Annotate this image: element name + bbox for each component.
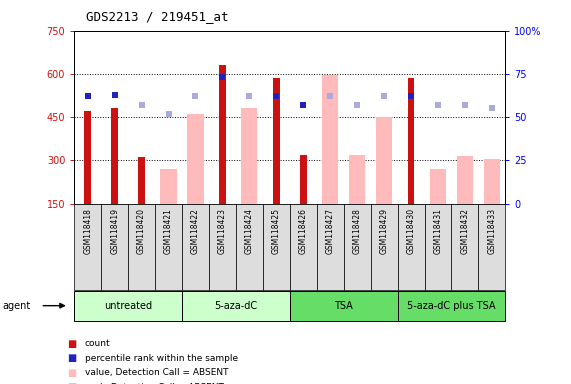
Bar bbox=[484, 159, 500, 204]
Bar bbox=[187, 114, 203, 204]
Point bbox=[83, 93, 93, 99]
Bar bbox=[128, 204, 155, 290]
Text: 5-aza-dC: 5-aza-dC bbox=[214, 301, 258, 311]
Point bbox=[191, 93, 200, 99]
Text: ■: ■ bbox=[67, 339, 77, 349]
Bar bbox=[349, 155, 365, 204]
Point bbox=[137, 102, 146, 108]
Bar bbox=[397, 204, 424, 290]
Point bbox=[299, 102, 308, 108]
Bar bbox=[344, 204, 371, 290]
Point bbox=[487, 106, 496, 112]
Text: GDS2213 / 219451_at: GDS2213 / 219451_at bbox=[86, 10, 228, 23]
Point bbox=[407, 93, 416, 99]
Text: GSM118430: GSM118430 bbox=[407, 208, 416, 254]
Text: value, Detection Call = ABSENT: value, Detection Call = ABSENT bbox=[85, 368, 228, 377]
Bar bbox=[111, 108, 118, 204]
Text: GSM118420: GSM118420 bbox=[137, 208, 146, 254]
Bar bbox=[155, 204, 182, 290]
Bar bbox=[478, 204, 505, 290]
Text: ■: ■ bbox=[67, 368, 77, 378]
Bar bbox=[74, 291, 182, 321]
Point bbox=[245, 93, 254, 99]
Bar bbox=[290, 204, 317, 290]
Text: untreated: untreated bbox=[104, 301, 152, 311]
Point bbox=[164, 111, 173, 117]
Bar bbox=[138, 157, 145, 204]
Bar bbox=[322, 75, 338, 204]
Bar bbox=[376, 117, 392, 204]
Bar bbox=[452, 204, 478, 290]
Bar bbox=[273, 78, 280, 204]
Bar bbox=[408, 78, 415, 204]
Text: GSM118421: GSM118421 bbox=[164, 208, 173, 254]
Text: count: count bbox=[85, 339, 110, 348]
Text: GSM118424: GSM118424 bbox=[245, 208, 254, 254]
Point bbox=[272, 93, 281, 99]
Text: GSM118425: GSM118425 bbox=[272, 208, 281, 254]
Text: GSM118423: GSM118423 bbox=[218, 208, 227, 254]
Text: percentile rank within the sample: percentile rank within the sample bbox=[85, 354, 238, 363]
Bar bbox=[74, 204, 101, 290]
Bar bbox=[242, 108, 258, 204]
Bar bbox=[263, 204, 289, 290]
Point bbox=[433, 102, 443, 108]
Point bbox=[460, 102, 469, 108]
Bar bbox=[219, 65, 226, 204]
Bar bbox=[85, 111, 91, 204]
Point bbox=[352, 102, 361, 108]
Text: rank, Detection Call = ABSENT: rank, Detection Call = ABSENT bbox=[85, 383, 223, 384]
Point bbox=[325, 93, 335, 99]
Text: GSM118426: GSM118426 bbox=[299, 208, 308, 254]
Bar bbox=[236, 204, 263, 290]
Text: ■: ■ bbox=[67, 382, 77, 384]
Text: GSM118418: GSM118418 bbox=[83, 208, 92, 254]
Bar bbox=[430, 169, 446, 204]
Text: GSM118422: GSM118422 bbox=[191, 208, 200, 254]
Text: GSM118427: GSM118427 bbox=[325, 208, 335, 254]
Bar bbox=[182, 291, 289, 321]
Text: TSA: TSA bbox=[334, 301, 353, 311]
Text: GSM118429: GSM118429 bbox=[380, 208, 389, 254]
Text: GSM118432: GSM118432 bbox=[460, 208, 469, 254]
Text: GSM118431: GSM118431 bbox=[433, 208, 443, 254]
Text: GSM118433: GSM118433 bbox=[488, 208, 496, 254]
Bar bbox=[290, 291, 397, 321]
Bar bbox=[300, 155, 307, 204]
Bar bbox=[317, 204, 344, 290]
Bar bbox=[160, 169, 176, 204]
Bar bbox=[371, 204, 397, 290]
Bar bbox=[101, 204, 128, 290]
Text: ■: ■ bbox=[67, 353, 77, 363]
Text: agent: agent bbox=[3, 301, 31, 311]
Text: 5-aza-dC plus TSA: 5-aza-dC plus TSA bbox=[407, 301, 496, 311]
Text: GSM118428: GSM118428 bbox=[353, 208, 361, 254]
Bar bbox=[397, 291, 505, 321]
Text: GSM118419: GSM118419 bbox=[110, 208, 119, 254]
Point bbox=[380, 93, 389, 99]
Point bbox=[110, 91, 119, 98]
Bar bbox=[424, 204, 452, 290]
Point bbox=[218, 74, 227, 81]
Bar bbox=[457, 156, 473, 204]
Bar bbox=[182, 204, 209, 290]
Bar bbox=[209, 204, 236, 290]
